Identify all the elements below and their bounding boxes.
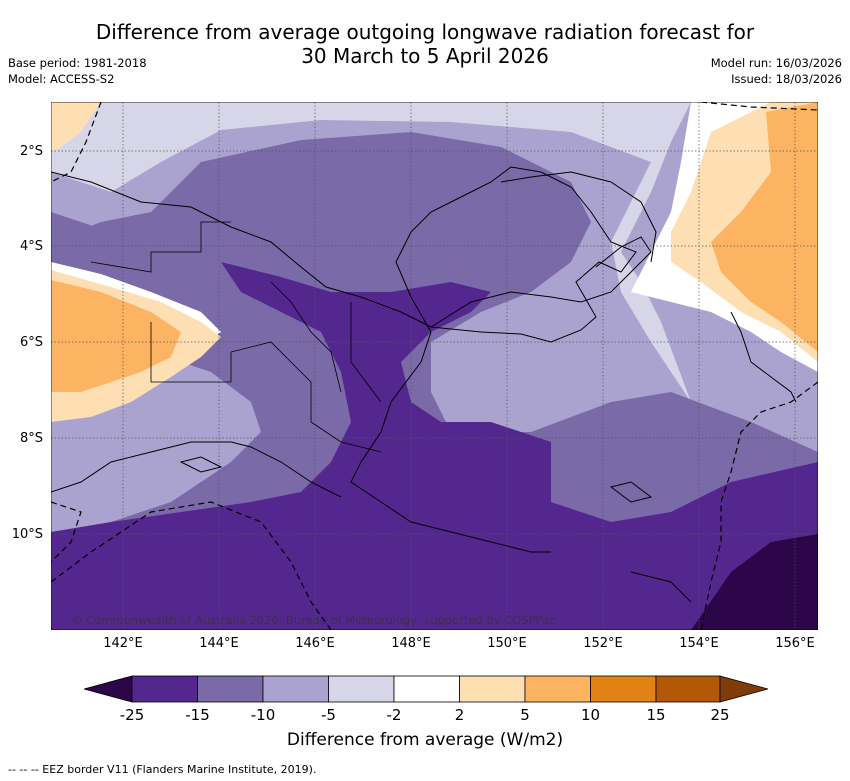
colorbar-tick-label: 15 xyxy=(646,706,666,724)
copyright-text: © Commonwealth of Australia 2026, Bureau… xyxy=(71,613,556,627)
eez-border xyxy=(51,102,818,630)
colorbar-extend-low xyxy=(84,675,133,703)
colorbar-bin-5 xyxy=(393,675,460,703)
title-line-2: 30 March to 5 April 2026 xyxy=(301,44,549,68)
lon-label-154e: 154°E xyxy=(679,636,719,651)
model-text: Model: ACCESS-S2 xyxy=(8,72,115,86)
eez-legend-footer: -- -- -- EEZ border V11 (Flanders Marine… xyxy=(8,763,317,776)
field-orange-ne xyxy=(711,102,818,352)
colorbar-bin-8 xyxy=(590,675,657,703)
meta-right: Model run: 16/03/2026 Issued: 18/03/2026 xyxy=(711,55,842,87)
lat-label-2s: 2°S xyxy=(19,144,43,159)
lat-label-4s: 4°S xyxy=(19,239,43,254)
dentrecasteaux-islands xyxy=(609,481,653,503)
chart-title: Difference from average outgoing longwav… xyxy=(0,20,850,68)
lon-label-156e: 156°E xyxy=(775,636,815,651)
colorbar-tick-label: -25 xyxy=(119,706,145,724)
field-peach-nw xyxy=(51,102,101,152)
lon-label-150e: 150°E xyxy=(487,636,527,651)
lon-label-152e: 152°E xyxy=(583,636,623,651)
lat-label-8s: 8°S xyxy=(19,431,43,446)
colorbar-bin-2 xyxy=(197,675,264,703)
colorbar xyxy=(84,675,768,703)
colorbar-extend-high xyxy=(719,675,768,703)
colorbar-tick-label: -2 xyxy=(386,706,402,724)
model-run-text: Model run: 16/03/2026 xyxy=(710,56,842,70)
field-medium-west xyxy=(51,212,281,307)
colorbar-bin-1 xyxy=(131,675,198,703)
meta-left: Base period: 1981-2018 Model: ACCESS-S2 xyxy=(8,55,147,87)
lon-label-144e: 144°E xyxy=(199,636,239,651)
new-ireland-coast xyxy=(500,171,657,263)
colorbar-tick-label: -10 xyxy=(250,706,276,724)
base-period-text: Base period: 1981-2018 xyxy=(8,56,147,70)
torres-islands xyxy=(179,456,223,473)
png-mainland-coast xyxy=(51,166,637,553)
colorbar-title: Difference from average (W/m2) xyxy=(286,730,564,750)
colorbar-bin-3 xyxy=(262,675,329,703)
title-line-1: Difference from average outgoing longwav… xyxy=(95,20,755,44)
lat-label-6s: 6°S xyxy=(19,335,43,350)
field-darkest-se xyxy=(691,534,818,630)
lat-label-10s: 10°S xyxy=(11,527,43,542)
bougainville-coast xyxy=(730,311,797,403)
colorbar-tick-label: -5 xyxy=(321,706,336,724)
south-coast xyxy=(51,441,342,498)
graticule xyxy=(51,102,818,630)
lon-label-146e: 146°E xyxy=(295,636,335,651)
issued-text: Issued: 18/03/2026 xyxy=(731,72,842,86)
colorbar-bin-4 xyxy=(328,675,395,703)
province-borders xyxy=(90,221,382,453)
colorbar-tick-label: 2 xyxy=(454,706,465,724)
new-britain-coast xyxy=(430,236,652,328)
coastlines xyxy=(51,166,797,603)
colorbar-tick-label: 25 xyxy=(710,706,730,724)
colorbar-bin-6 xyxy=(459,675,526,703)
colorbar-tick-label: 10 xyxy=(580,706,601,724)
lon-label-148e: 148°E xyxy=(391,636,431,651)
field-orange-west xyxy=(51,280,181,392)
lon-label-142e: 142°E xyxy=(103,636,143,651)
olr-anomaly-map xyxy=(51,102,818,630)
colorbar-bin-9 xyxy=(655,675,721,703)
louisiade-islands xyxy=(630,571,692,603)
colorbar-tick-label: -15 xyxy=(185,706,210,724)
field-dark-south xyxy=(51,442,818,630)
colorbar-bin-7 xyxy=(524,675,591,703)
colorbar-tick-label: 5 xyxy=(520,706,530,724)
